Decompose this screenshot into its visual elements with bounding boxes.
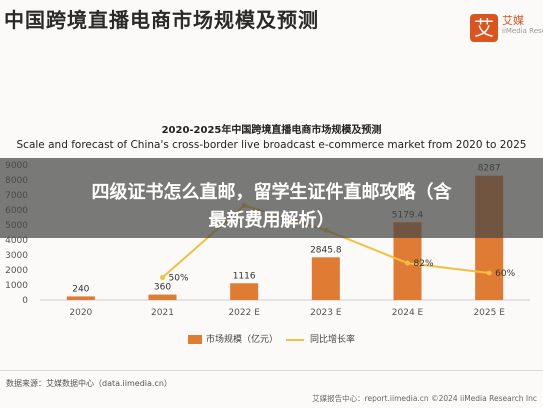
x-tick-label: 2023 E [310,308,342,318]
y-tick-label: 2000 [5,266,28,276]
headline-line-2[interactable]: 最新费用解析） [208,210,335,231]
bar [66,296,95,300]
logo-icon: 艾 [470,14,498,42]
growth-rate-point [486,270,492,276]
x-tick-label: 2021 [151,308,174,318]
y-tick-label: 0 [22,296,28,306]
header-title: 中国跨境直播电商市场规模及预测 [4,8,319,32]
legend-label-bar: 市场规模（亿元） [206,335,279,345]
logo-subtitle: iiMedia Research [502,27,543,35]
y-tick-label: 3000 [5,251,28,261]
logo-name: 艾媒 [502,14,524,27]
x-tick-label: 2022 E [228,308,260,318]
bar [230,283,259,300]
headline-line-1[interactable]: 四级证书怎么直邮，留学生证件直邮攻略（含 [91,182,452,203]
x-tick-label: 2020 [69,308,92,318]
y-tick-label: 4000 [5,236,28,246]
chart-title: 2020-2025年中国跨境直播电商市场规模及预测 [161,125,382,136]
growth-rate-point [160,275,165,280]
report-credit: 艾媒报告中心：report.iimedia.cn ©2024 iiMedia R… [312,394,537,403]
bar-value-label: 2845.8 [310,245,342,255]
legend-label-line: 同比增长率 [310,335,356,345]
growth-rate-label: 60% [495,269,515,279]
bar-value-label: 240 [72,284,89,294]
chart-subtitle: Scale and forecast of China's cross-bord… [16,139,527,151]
x-tick-label: 2024 E [392,308,424,318]
x-tick-label: 2025 E [473,308,505,318]
bar [311,257,340,300]
y-tick-label: 1000 [5,281,28,291]
bar-value-label: 360 [154,283,171,293]
bar [148,294,177,300]
bar-value-label: 1116 [233,271,256,281]
legend-swatch-line [286,339,304,341]
headline-banner[interactable]: 四级证书怎么直邮，留学生证件直邮攻略（含 最新费用解析） [0,158,543,238]
footer-divider [0,370,543,371]
source-note: 数据来源：艾媒数据中心（data.iimedia.cn） [6,379,172,388]
growth-rate-label: 50% [169,274,189,284]
growth-rate-label: 82% [414,259,434,269]
legend-swatch-bar [188,335,202,344]
growth-rate-point [405,260,410,266]
